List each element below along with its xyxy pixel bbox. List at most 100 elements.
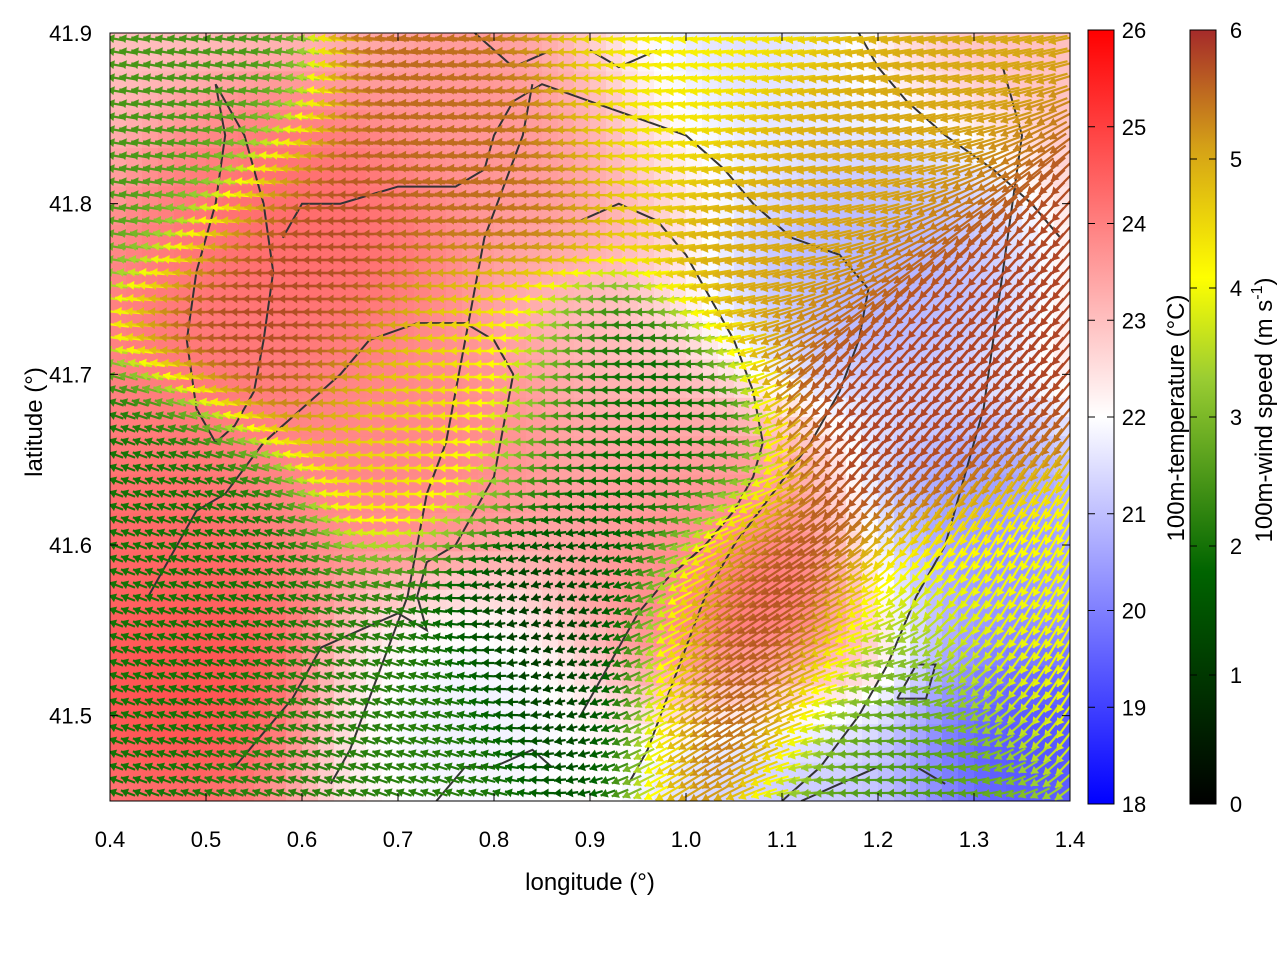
heatmap-cell — [510, 474, 527, 495]
heatmap-cell — [526, 109, 543, 130]
heatmap-cell — [574, 109, 591, 130]
heatmap-cell — [174, 109, 191, 130]
heatmap-cell — [366, 474, 383, 495]
heatmap-cell — [734, 33, 751, 53]
heatmap-cell — [318, 90, 335, 111]
heatmap-cell — [702, 455, 719, 476]
heatmap-cell — [702, 417, 719, 437]
heatmap-cell — [126, 52, 143, 72]
heatmap-cell — [686, 52, 703, 72]
heatmap-cell — [542, 551, 559, 572]
heatmap-cell — [542, 513, 559, 533]
heatmap-cell — [574, 148, 591, 168]
heatmap-cell — [382, 109, 399, 130]
heatmap-cell — [398, 71, 415, 92]
heatmap-cell — [270, 71, 287, 92]
heatmap-cell — [862, 340, 879, 360]
heatmap-cell — [638, 493, 655, 514]
heatmap-cell — [654, 455, 671, 476]
heatmap-cell — [734, 52, 751, 72]
heatmap-cell — [702, 378, 719, 399]
heatmap-cell — [558, 455, 575, 476]
heatmap-cell — [462, 378, 479, 399]
heatmap-cell — [366, 493, 383, 514]
heatmap-cell — [606, 148, 623, 168]
heatmap-cell — [702, 397, 719, 418]
heatmap-cell — [446, 52, 463, 72]
heatmap-cell — [654, 148, 671, 168]
heatmap-cell — [334, 378, 351, 399]
heatmap-cell — [334, 397, 351, 418]
heatmap-cell — [558, 52, 575, 72]
heatmap-cell — [366, 436, 383, 456]
heatmap-cell — [174, 52, 191, 72]
heatmap-cell — [478, 109, 495, 130]
heatmap-cell — [526, 436, 543, 456]
heatmap-cell — [558, 71, 575, 92]
heatmap-cell — [654, 474, 671, 495]
heatmap-cell — [702, 52, 719, 72]
heatmap-cell — [414, 455, 431, 476]
heatmap-cell — [110, 551, 127, 572]
heatmap-cell — [510, 513, 527, 533]
heatmap-cell — [222, 71, 239, 92]
heatmap-cell — [718, 378, 735, 399]
heatmap-cell — [174, 71, 191, 92]
heatmap-cell — [686, 33, 703, 53]
heatmap-cell — [462, 551, 479, 572]
heatmap-cell — [318, 186, 335, 207]
heatmap-cell — [190, 129, 207, 149]
heatmap-cell — [206, 532, 223, 552]
heatmap-cell — [398, 532, 415, 552]
heatmap-cell — [222, 52, 239, 72]
heatmap-cell — [654, 513, 671, 533]
heatmap-cell — [174, 90, 191, 111]
heatmap-cell — [526, 33, 543, 53]
heatmap-cell — [654, 436, 671, 456]
heatmap-cell — [606, 397, 623, 418]
heatmap-cell — [446, 474, 463, 495]
heatmap-cell — [638, 474, 655, 495]
heatmap-cell — [606, 436, 623, 456]
heatmap-cell — [654, 378, 671, 399]
heatmap-cell — [366, 417, 383, 437]
heatmap-cell — [446, 455, 463, 476]
heatmap-cell — [814, 71, 831, 92]
heatmap-cell — [430, 109, 447, 130]
heatmap-cell — [718, 474, 735, 495]
heatmap-cell — [622, 743, 639, 764]
heatmap-cell — [334, 417, 351, 437]
heatmap-cell — [382, 148, 399, 168]
heatmap-cell — [782, 33, 799, 53]
heatmap-cell — [526, 417, 543, 437]
heatmap-cell — [590, 455, 607, 476]
heatmap-cell — [702, 109, 719, 130]
heatmap-cell — [302, 186, 319, 207]
heatmap-cell — [126, 109, 143, 130]
heatmap-cell — [750, 52, 767, 72]
heatmap-cell — [558, 417, 575, 437]
heatmap-cell — [606, 474, 623, 495]
heatmap-cell — [446, 90, 463, 111]
heatmap-cell — [638, 666, 655, 687]
heatmap-cell — [590, 513, 607, 533]
heatmap-cell — [158, 532, 175, 552]
heatmap-cell — [398, 513, 415, 533]
heatmap-cell — [206, 551, 223, 572]
heatmap-cell — [862, 781, 879, 801]
heatmap-cell — [574, 129, 591, 149]
heatmap-cell — [638, 455, 655, 476]
heatmap-cell — [462, 397, 479, 418]
heatmap-cell — [654, 493, 671, 514]
heatmap-cell — [126, 71, 143, 92]
heatmap-cell — [606, 417, 623, 437]
heatmap-cell — [910, 781, 927, 801]
heatmap-cell — [606, 71, 623, 92]
heatmap-cell — [1054, 167, 1070, 188]
heatmap-cell — [606, 33, 623, 53]
heatmap-cell — [638, 33, 655, 53]
heatmap-cell — [350, 513, 367, 533]
heatmap-cell — [606, 455, 623, 476]
heatmap-cell — [334, 109, 351, 130]
